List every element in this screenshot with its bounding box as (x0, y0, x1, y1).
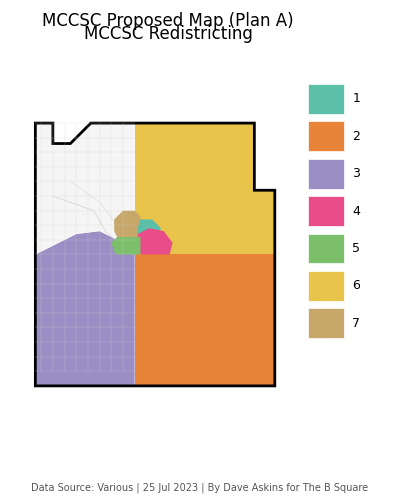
Bar (308, 159, 344, 189)
Text: 2: 2 (352, 130, 360, 143)
Text: 5: 5 (352, 242, 360, 255)
Polygon shape (114, 211, 140, 237)
Text: MCCSC Proposed Map (Plan A): MCCSC Proposed Map (Plan A) (42, 12, 294, 30)
Bar (308, 84, 344, 114)
Text: Data Source: Various | 25 Jul 2023 | By Dave Askins for The B Square: Data Source: Various | 25 Jul 2023 | By … (32, 483, 368, 493)
Bar (308, 234, 344, 263)
Bar (308, 271, 344, 301)
Bar (308, 308, 344, 338)
Text: 7: 7 (352, 317, 360, 330)
Polygon shape (111, 237, 140, 254)
Polygon shape (138, 220, 161, 237)
Bar (308, 196, 344, 226)
Text: 1: 1 (352, 92, 360, 105)
Text: 4: 4 (352, 205, 360, 218)
Bar (308, 121, 344, 151)
Polygon shape (135, 254, 275, 386)
Polygon shape (138, 228, 173, 254)
Polygon shape (35, 231, 135, 386)
Text: 6: 6 (352, 279, 360, 292)
Text: 3: 3 (352, 167, 360, 180)
Polygon shape (135, 123, 275, 254)
Polygon shape (35, 123, 135, 254)
Text: MCCSC Redistricting: MCCSC Redistricting (84, 25, 252, 43)
